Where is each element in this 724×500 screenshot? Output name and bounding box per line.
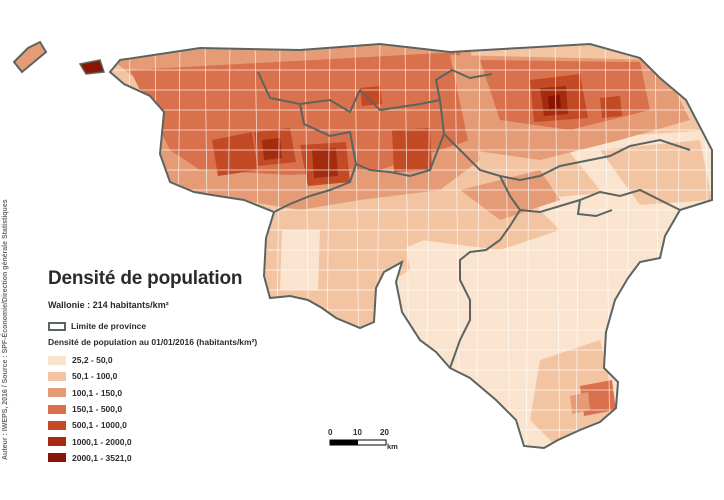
map-title: Densité de population (48, 268, 243, 289)
legend-swatch (48, 371, 66, 381)
legend-label: 150,1 - 500,0 (72, 404, 123, 415)
scale-bar: 0 10 20 km (326, 428, 416, 454)
legend-item: 150,1 - 500,0 (48, 401, 132, 417)
legend-swatch (48, 404, 66, 414)
legend-label: 1000,1 - 2000,0 (72, 436, 132, 447)
province-legend-label: Limite de province (71, 321, 147, 331)
province-legend-item: Limite de province (48, 320, 146, 332)
density-legend: 25,2 - 50,0 50,1 - 100,0 100,1 - 150,0 150,… (48, 352, 132, 466)
legend-item: 1000,1 - 2000,0 (48, 433, 132, 449)
legend-swatch (48, 437, 66, 447)
legend-swatch (48, 420, 66, 430)
legend-swatch (48, 453, 66, 463)
legend-label: 2000,1 - 3521,0 (72, 452, 132, 463)
legend-title: Densité de population au 01/01/2016 (hab… (48, 337, 258, 347)
legend-swatch (48, 355, 66, 365)
legend-item: 50,1 - 100,0 (48, 368, 132, 384)
legend-label: 25,2 - 50,0 (72, 355, 113, 366)
legend-item: 25,2 - 50,0 (48, 352, 132, 368)
legend-item: 500,1 - 1000,0 (48, 417, 132, 433)
scale-tick-10: 10 (353, 428, 362, 437)
legend-label: 500,1 - 1000,0 (72, 420, 127, 431)
legend-item: 2000,1 - 3521,0 (48, 450, 132, 466)
comines-enclave (12, 40, 48, 74)
scale-unit: km (387, 442, 398, 451)
scale-tick-0: 0 (328, 428, 333, 437)
legend-swatch (48, 388, 66, 398)
legend-item: 100,1 - 150,0 (48, 385, 132, 401)
legend-label: 50,1 - 100,0 (72, 371, 118, 382)
legend-label: 100,1 - 150,0 (72, 387, 123, 398)
wallonia-average: Wallonie : 214 habitants/km² (48, 300, 169, 310)
province-swatch (48, 321, 66, 331)
source-credit: Auteur : IWEPS, 2016 / Source : SPF-Écon… (2, 199, 9, 460)
scale-tick-20: 20 (380, 428, 389, 437)
province-boundaries (108, 42, 713, 450)
mouscron-area (78, 59, 106, 75)
